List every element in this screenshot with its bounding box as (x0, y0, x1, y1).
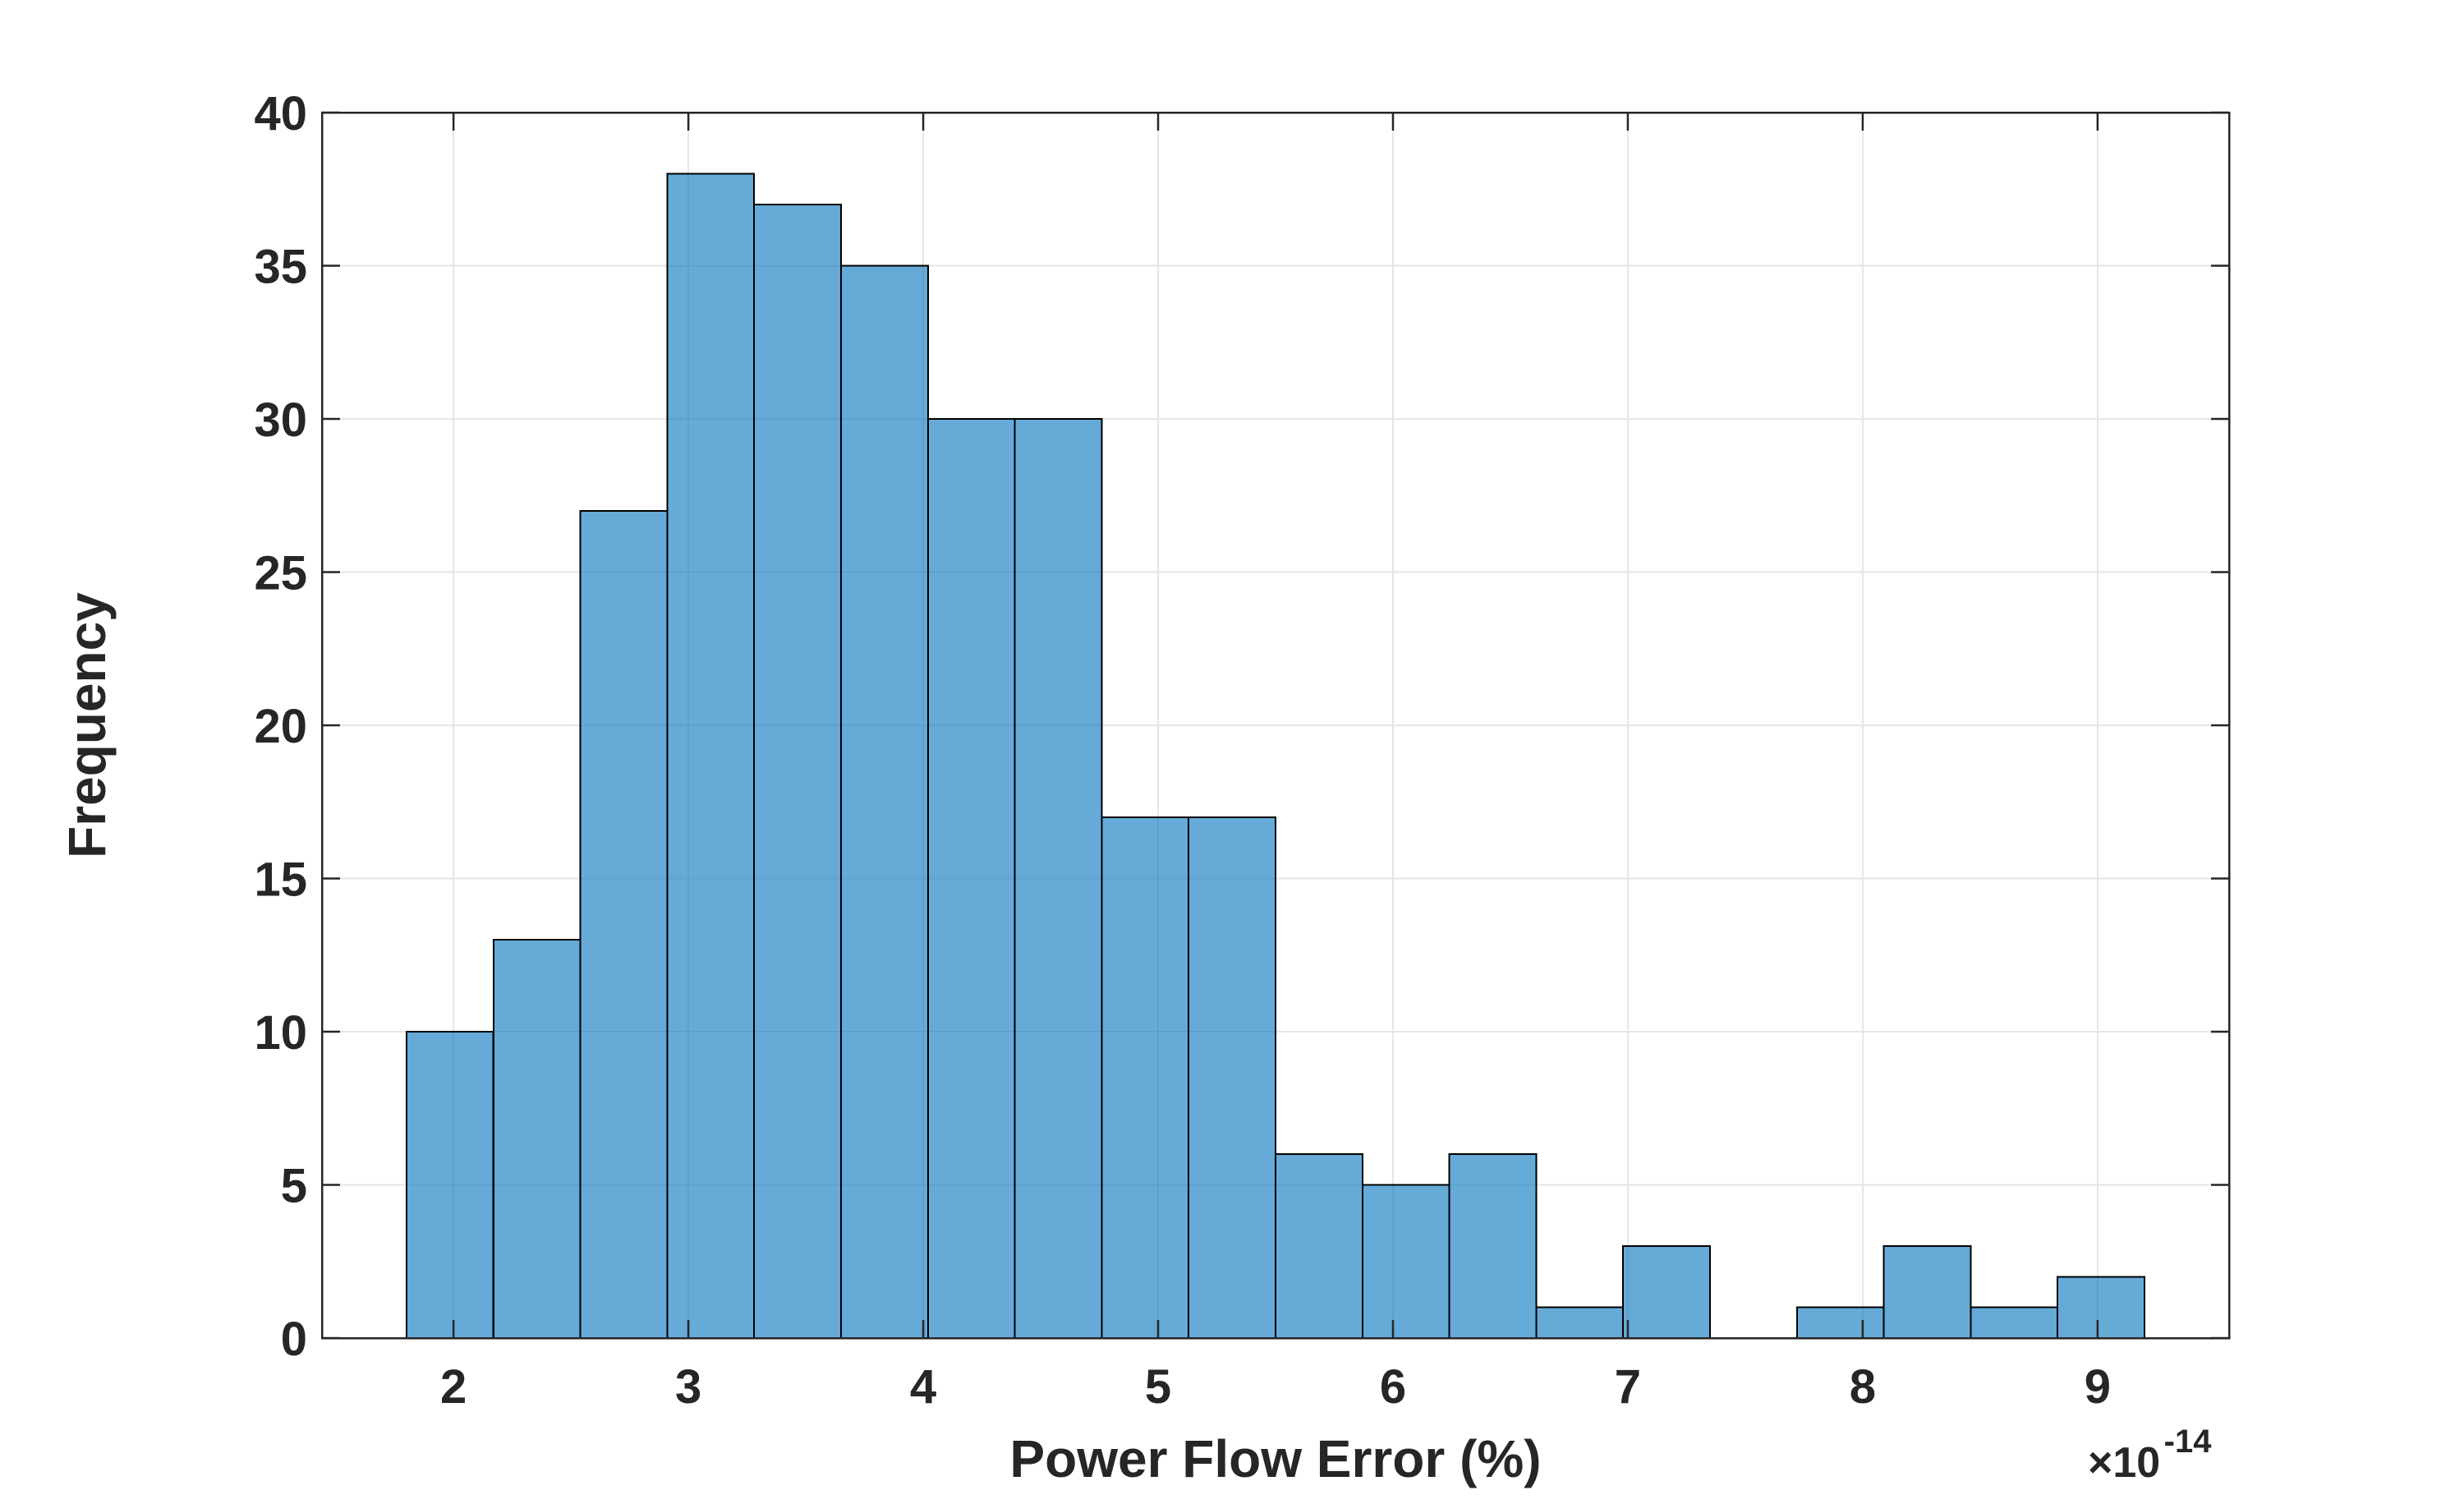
histogram-bar (405, 1031, 494, 1339)
histogram-bar (840, 264, 929, 1339)
x-tick-label: 5 (1145, 1360, 1171, 1414)
bars-layer (405, 172, 2145, 1340)
histogram-bar (1970, 1306, 2059, 1339)
x-axis-multiplier-base: ×10 (2088, 1439, 2160, 1487)
x-axis-exponent-label: ×10 -14 (2088, 1424, 2212, 1487)
y-tick-label: 40 (254, 87, 307, 140)
x-tick-label: 7 (1615, 1360, 1641, 1414)
histogram-bar (1622, 1245, 1711, 1339)
histogram-bar (1535, 1306, 1625, 1339)
y-tick-label: 30 (254, 393, 307, 447)
x-tick-label: 4 (910, 1360, 936, 1414)
x-axis-label: Power Flow Error (%) (1009, 1429, 1541, 1488)
x-tick-label: 6 (1380, 1360, 1406, 1414)
histogram-bar (926, 418, 1016, 1339)
histogram-bar (1361, 1184, 1450, 1339)
histogram-bar (1448, 1153, 1538, 1339)
histogram-bar (1014, 418, 1103, 1339)
axes-box (320, 111, 2231, 1340)
histogram-bar (2057, 1276, 2145, 1340)
histogram-bar (579, 509, 669, 1339)
histogram-bar (666, 172, 756, 1340)
tick-label-layer: 2 3 4 5 6 7 8 9 0 5 10 15 20 25 30 35 40 (254, 87, 2111, 1414)
x-tick-label: 3 (675, 1360, 701, 1414)
x-axis-multiplier-exponent: -14 (2164, 1424, 2213, 1460)
x-tick-label: 9 (2085, 1360, 2111, 1414)
x-tick-label: 8 (1850, 1360, 1876, 1414)
histogram-bar (492, 939, 582, 1339)
y-tick-label: 5 (281, 1160, 307, 1213)
histogram-bar (1101, 816, 1190, 1339)
x-tick-label: 2 (440, 1360, 467, 1414)
histogram-bar (1882, 1245, 1972, 1339)
histogram-bar (1795, 1306, 1885, 1339)
y-tick-label: 15 (254, 853, 307, 907)
y-tick-label: 20 (254, 700, 307, 753)
y-tick-label: 10 (254, 1006, 307, 1060)
histogram-bar (1188, 816, 1276, 1339)
histogram-bar (1275, 1153, 1363, 1339)
y-axis-label: Frequency (57, 592, 117, 858)
y-tick-label: 25 (254, 547, 307, 600)
y-tick-label: 35 (254, 241, 307, 294)
y-tick-label: 0 (281, 1313, 307, 1366)
axis-layer (320, 111, 2231, 1340)
histogram-bar (753, 203, 843, 1339)
